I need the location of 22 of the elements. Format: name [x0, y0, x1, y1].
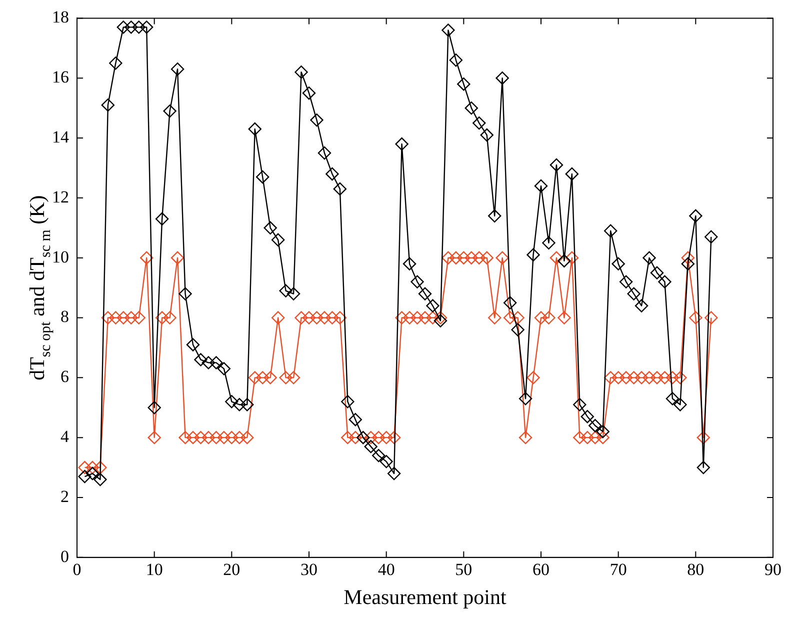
- x-tick-label: 10: [146, 560, 163, 580]
- x-tick-label: 60: [532, 560, 550, 580]
- y-axis-title: dTsc opt and dTsc m (K): [25, 195, 54, 380]
- y-tick-label: 8: [60, 307, 69, 326]
- x-tick-label: 90: [764, 560, 782, 580]
- y-tick-label: 4: [60, 427, 70, 446]
- y-tick-label: 0: [60, 546, 69, 566]
- y-tick-label: 12: [52, 187, 69, 206]
- y-tick-label: 18: [52, 8, 69, 27]
- y-tick-label: 16: [52, 68, 69, 87]
- x-tick-label: 50: [455, 560, 472, 580]
- x-axis-title: Measurement point: [344, 584, 507, 609]
- x-tick-label: 0: [72, 560, 82, 580]
- x-tick-label: 30: [300, 560, 318, 580]
- y-tick-label: 2: [60, 486, 69, 506]
- x-tick-label: 40: [378, 560, 395, 580]
- y-tick-label: 10: [52, 247, 69, 266]
- x-tick-label: 20: [223, 560, 240, 580]
- x-tick-label: 80: [687, 560, 704, 580]
- y-tick-label: 6: [60, 367, 69, 386]
- x-tick-label: 70: [610, 560, 627, 580]
- y-tick-label: 14: [52, 127, 70, 146]
